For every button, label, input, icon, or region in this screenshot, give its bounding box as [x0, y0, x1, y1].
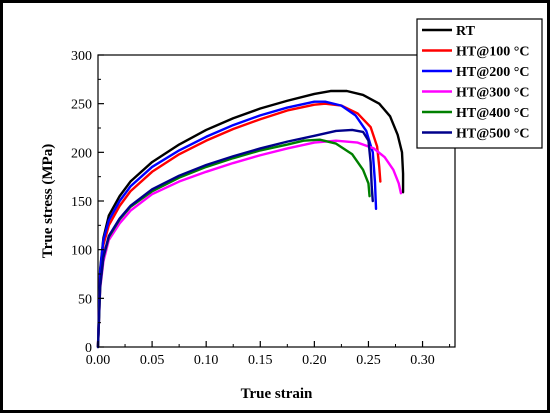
x-tick-label: 0.20 [302, 353, 327, 368]
legend-box [416, 18, 543, 149]
y-tick-label: 300 [71, 49, 92, 64]
legend-label-1: HT@100 °C [456, 45, 529, 60]
series-line-2 [96, 100, 378, 349]
x-tick-label: 0.05 [140, 353, 165, 368]
y-tick-label: 250 [71, 98, 92, 113]
series-line-4 [96, 138, 371, 349]
plot-area: 0.00 0.05 0.10 0.15 0.20 0.25 0.30 0 50 100 150 20… [71, 49, 456, 368]
series-line-1 [96, 102, 382, 349]
y-tick-label: 0 [85, 341, 92, 356]
series-layer [96, 89, 405, 349]
y-tick-label: 150 [71, 195, 92, 210]
x-tick-label: 0.25 [356, 353, 381, 368]
series-line-5 [96, 128, 374, 349]
y-tick-label: 50 [78, 292, 92, 307]
x-tick-label: 0.15 [248, 353, 273, 368]
series-line-3 [96, 139, 403, 349]
legend-items: RT HT@100 °C HT@200 °C HT@300 °C HT@400 °C HT… [422, 24, 529, 142]
legend-label-0: RT [456, 24, 476, 39]
legend-label-5: HT@500 °C [456, 127, 529, 142]
x-tick-label: 0.30 [410, 353, 435, 368]
x-tick-label: 0.00 [86, 353, 111, 368]
legend: RT HT@100 °C HT@200 °C HT@300 °C HT@400 °C HT… [416, 18, 543, 149]
legend-label-4: HT@400 °C [456, 106, 529, 121]
y-axis-ticks: 0 50 100 150 200 250 300 [71, 49, 104, 356]
x-axis-label: True strain [241, 386, 313, 402]
legend-label-2: HT@200 °C [456, 65, 529, 80]
x-axis-ticks: 0.00 0.05 0.10 0.15 0.20 0.25 0.30 [86, 341, 451, 368]
legend-label-3: HT@300 °C [456, 86, 529, 101]
y-tick-label: 100 [71, 244, 92, 259]
x-tick-label: 0.10 [194, 353, 219, 368]
y-axis-label: True stress (MPa) [40, 144, 56, 258]
y-tick-label: 200 [71, 146, 92, 161]
axes-box [97, 54, 456, 348]
series-line-0 [96, 89, 405, 349]
